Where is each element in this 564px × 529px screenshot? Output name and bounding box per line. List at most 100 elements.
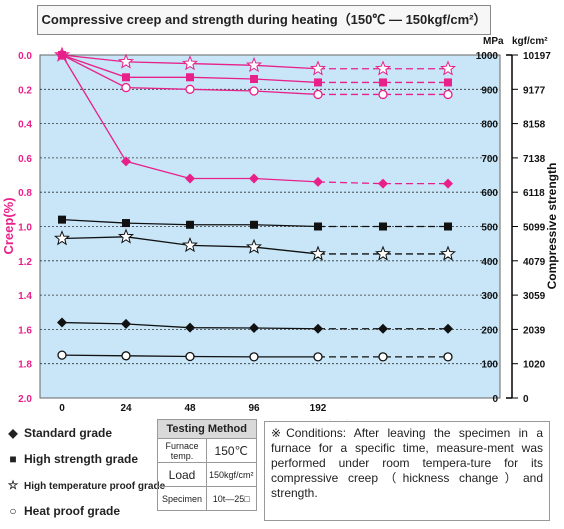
series-left-square bbox=[58, 51, 452, 87]
conditions-note: ※Conditions: After leaving the specimen … bbox=[264, 421, 550, 521]
data-point-star bbox=[309, 245, 327, 261]
legend-item-heat-proof: ○ Heat proof grade bbox=[6, 498, 165, 524]
data-point-diamond bbox=[57, 50, 67, 60]
y-tick-label: 0.2 bbox=[18, 85, 32, 96]
data-point-star bbox=[245, 238, 263, 254]
data-point-circle bbox=[249, 352, 259, 362]
x-tick-label: 24 bbox=[120, 403, 132, 414]
data-point-circle bbox=[378, 89, 388, 100]
y-tick-label: 0.6 bbox=[18, 154, 32, 165]
legend-label: High temperature proof grade bbox=[24, 481, 166, 492]
data-point-diamond bbox=[443, 323, 453, 334]
y-tick-label: 0.4 bbox=[18, 120, 32, 131]
kgf-tick-label: 10197 bbox=[523, 51, 551, 62]
kgf-tick-label: 5099 bbox=[523, 223, 546, 234]
data-point-star bbox=[439, 245, 457, 261]
kgf-tick-label: 6118 bbox=[523, 188, 545, 199]
data-point-star bbox=[374, 245, 392, 261]
legend-item-high-temp: ☆ High temperature proof grade bbox=[6, 472, 166, 498]
right-axis-title: Compressive strength bbox=[545, 163, 559, 290]
circle-icon: ○ bbox=[9, 504, 17, 518]
table-value: 10t—25□ bbox=[206, 486, 257, 511]
series-right-circle bbox=[57, 350, 453, 362]
data-point-square bbox=[58, 215, 66, 224]
data-point-diamond bbox=[57, 317, 67, 328]
kgf-tick-label: 0 bbox=[523, 394, 529, 405]
mpa-tick-label: 800 bbox=[481, 120, 498, 131]
data-point-circle bbox=[57, 350, 67, 360]
table-row: Specimen 10t—25□ bbox=[157, 486, 257, 511]
kgf-tick-label: 3059 bbox=[523, 291, 546, 302]
x-tick-label: 192 bbox=[310, 403, 327, 414]
legend-item-standard: ◆ Standard grade bbox=[6, 420, 165, 446]
data-point-diamond bbox=[378, 178, 388, 189]
legend-label: High strength grade bbox=[24, 452, 139, 466]
data-point-diamond bbox=[249, 323, 259, 334]
data-point-diamond bbox=[185, 322, 195, 333]
data-point-diamond bbox=[185, 173, 195, 184]
series-right-diamond bbox=[57, 317, 453, 334]
data-point-square bbox=[250, 220, 258, 229]
data-point-diamond bbox=[249, 173, 259, 184]
data-point-circle bbox=[185, 84, 195, 94]
x-axis-title: Compressive strength（Hr） bbox=[181, 419, 359, 420]
legend-label: Heat proof grade bbox=[24, 504, 121, 518]
table-key: Load bbox=[157, 462, 207, 487]
mpa-tick-label: 100 bbox=[481, 360, 498, 371]
data-point-diamond bbox=[121, 318, 131, 329]
data-point-circle bbox=[121, 82, 131, 93]
data-point-square bbox=[250, 75, 258, 84]
mpa-tick-label: 600 bbox=[481, 188, 498, 199]
data-point-diamond bbox=[121, 156, 131, 167]
data-point-star bbox=[53, 230, 71, 246]
data-point-square bbox=[314, 222, 322, 231]
y-tick-label: 1.0 bbox=[18, 223, 32, 234]
data-point-square bbox=[444, 78, 452, 87]
data-point-star bbox=[245, 56, 263, 73]
table-value: 150℃ bbox=[206, 438, 257, 463]
unit-mpa: MPa bbox=[483, 36, 504, 47]
data-point-square bbox=[379, 78, 387, 87]
data-point-circle bbox=[313, 89, 323, 100]
mpa-tick-label: 1000 bbox=[476, 51, 499, 62]
series-left-diamond bbox=[57, 50, 453, 189]
y-tick-label: 0.8 bbox=[18, 188, 32, 199]
series-left-star bbox=[53, 46, 457, 76]
data-point-circle bbox=[121, 351, 131, 361]
data-point-square bbox=[122, 219, 130, 228]
series-right-star bbox=[53, 228, 457, 261]
y-tick-label: 2.0 bbox=[18, 394, 32, 405]
mpa-tick-label: 900 bbox=[481, 85, 498, 96]
data-point-square bbox=[186, 220, 194, 229]
data-point-square bbox=[122, 73, 130, 82]
legend-label: Standard grade bbox=[24, 426, 113, 440]
unit-kgf: kgf/cm² bbox=[512, 36, 548, 47]
data-point-circle bbox=[249, 86, 259, 96]
kgf-tick-label: 8158 bbox=[523, 120, 546, 131]
kgf-tick-label: 4079 bbox=[523, 257, 546, 268]
testing-method-table: Testing Method Furnace temp. 150℃ Load 1… bbox=[157, 419, 257, 511]
mpa-tick-label: 500 bbox=[481, 223, 498, 234]
legend-item-high-strength: ■ High strength grade bbox=[6, 446, 165, 472]
data-point-star bbox=[181, 237, 199, 253]
x-tick-label: 0 bbox=[59, 403, 65, 414]
table-row: Furnace temp. 150℃ bbox=[157, 438, 257, 463]
mpa-tick-label: 400 bbox=[481, 257, 498, 268]
data-point-diamond bbox=[443, 178, 453, 189]
diamond-icon: ◆ bbox=[8, 426, 18, 440]
data-point-square bbox=[314, 78, 322, 87]
mpa-tick-label: 0 bbox=[492, 394, 498, 405]
kgf-tick-label: 9177 bbox=[523, 85, 546, 96]
data-point-circle bbox=[443, 89, 453, 100]
x-tick-label: 48 bbox=[184, 403, 196, 414]
table-key: Furnace temp. bbox=[157, 438, 207, 463]
data-point-star bbox=[117, 53, 135, 69]
left-axis-title: Creep(%) bbox=[1, 197, 16, 254]
data-point-circle bbox=[443, 352, 453, 362]
testing-method-header: Testing Method bbox=[157, 419, 257, 439]
mpa-tick-label: 700 bbox=[481, 154, 498, 165]
mpa-tick-label: 200 bbox=[481, 325, 498, 336]
data-point-diamond bbox=[313, 176, 323, 187]
kgf-tick-label: 2039 bbox=[523, 325, 546, 336]
square-icon: ■ bbox=[9, 452, 17, 466]
